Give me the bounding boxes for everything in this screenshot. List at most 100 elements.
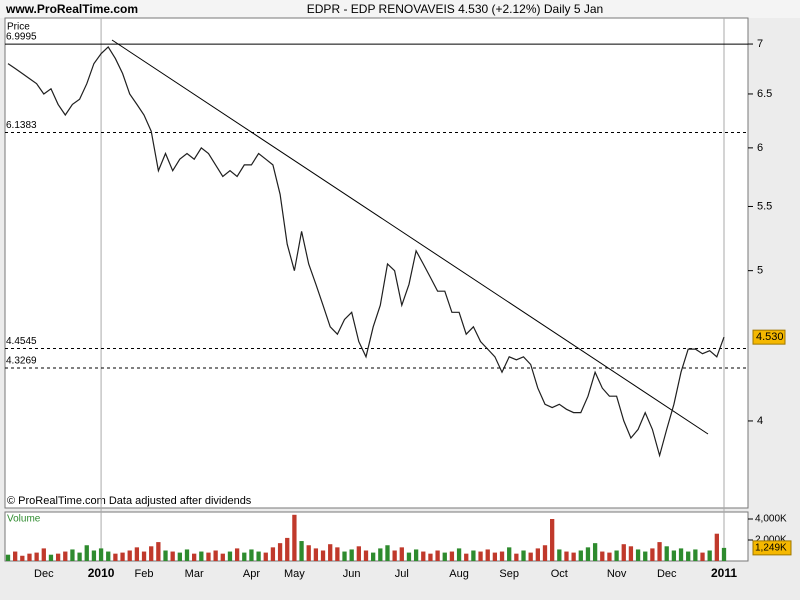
volume-bar bbox=[342, 551, 347, 561]
x-tick-label: May bbox=[284, 568, 305, 580]
y-tick-label: 6 bbox=[757, 142, 763, 154]
volume-bar bbox=[478, 551, 483, 561]
volume-bar bbox=[63, 551, 68, 561]
volume-bar bbox=[106, 551, 111, 561]
x-tick-label: 2010 bbox=[88, 566, 115, 580]
volume-bar bbox=[206, 552, 211, 561]
y-tick-label: 4 bbox=[757, 415, 763, 427]
footer-note: © ProRealTime.com Data adjusted after di… bbox=[7, 495, 252, 507]
x-tick-label: Dec bbox=[657, 568, 677, 580]
volume-bar bbox=[213, 550, 218, 561]
volume-bar bbox=[242, 552, 247, 561]
trend-line bbox=[111, 39, 709, 435]
last-price-box bbox=[752, 329, 786, 345]
volume-bar bbox=[721, 547, 727, 561]
volume-y-tick-label: 2,000K bbox=[755, 535, 787, 546]
volume-bar bbox=[127, 550, 132, 561]
volume-bar bbox=[456, 548, 462, 561]
volume-bar bbox=[48, 554, 54, 561]
volume-bar bbox=[5, 554, 11, 561]
volume-bar bbox=[435, 550, 440, 561]
volume-bar bbox=[399, 547, 404, 561]
last-volume-box bbox=[752, 540, 792, 556]
volume-bar bbox=[406, 552, 412, 561]
volume-bar bbox=[320, 550, 326, 561]
price-label-bg bbox=[6, 20, 34, 32]
x-tick-label: Jun bbox=[343, 568, 361, 580]
x-tick-label: Nov bbox=[607, 568, 627, 580]
volume-bar bbox=[263, 552, 268, 561]
x-tick-label: Oct bbox=[551, 568, 568, 580]
level-label: 4.4545 bbox=[6, 336, 37, 347]
volume-bar bbox=[163, 550, 168, 561]
top-bar bbox=[0, 0, 800, 18]
volume-bar bbox=[77, 552, 82, 561]
volume-bar bbox=[199, 551, 204, 561]
volume-label: Volume bbox=[7, 514, 41, 525]
volume-bar bbox=[693, 549, 698, 561]
volume-y-tick-label: 4,000K bbox=[755, 514, 787, 525]
volume-bar bbox=[499, 551, 505, 561]
volume-bar bbox=[363, 550, 369, 561]
y-tick-label: 5 bbox=[757, 265, 763, 277]
volume-bar bbox=[413, 549, 419, 561]
volume-bar bbox=[528, 552, 533, 561]
volume-bar bbox=[507, 547, 512, 561]
volume-bar bbox=[621, 544, 626, 561]
volume-bar bbox=[328, 544, 333, 561]
last-volume-label: 1,249K bbox=[755, 543, 787, 554]
volume-bar bbox=[249, 549, 254, 561]
volume-bar bbox=[306, 545, 311, 561]
volume-bar bbox=[378, 548, 383, 561]
volume-bar bbox=[635, 549, 641, 561]
volume-bar bbox=[678, 548, 684, 561]
volume-bar bbox=[671, 550, 677, 561]
volume-bar bbox=[686, 551, 691, 561]
volume-bar bbox=[421, 551, 426, 561]
volume-bar bbox=[227, 551, 233, 561]
level-label: 4.3269 bbox=[6, 356, 37, 367]
y-tick-label: 6.5 bbox=[757, 88, 772, 100]
volume-bar bbox=[607, 552, 612, 561]
volume-bar bbox=[657, 542, 662, 561]
volume-bar bbox=[464, 553, 469, 561]
volume-bar bbox=[614, 550, 619, 561]
volume-bar bbox=[449, 551, 455, 561]
volume-bar bbox=[299, 541, 304, 561]
volume-bar bbox=[356, 546, 361, 561]
volume-bar bbox=[349, 549, 354, 561]
volume-bar bbox=[542, 545, 548, 561]
site-name[interactable]: www.ProRealTime.com bbox=[5, 2, 138, 16]
volume-bar bbox=[70, 549, 75, 561]
volume-bar bbox=[285, 537, 290, 561]
volume-bar bbox=[335, 547, 340, 561]
volume-bar bbox=[392, 550, 397, 561]
volume-bar bbox=[27, 553, 32, 561]
volume-bar bbox=[550, 519, 555, 561]
volume-bar bbox=[234, 548, 240, 561]
volume-bar bbox=[256, 551, 261, 561]
volume-bar bbox=[628, 546, 634, 561]
volume-bar bbox=[220, 553, 225, 561]
y-tick-label: 5.5 bbox=[757, 200, 772, 212]
volume-bar bbox=[514, 553, 519, 561]
volume-bar bbox=[371, 552, 376, 561]
volume-bar bbox=[700, 552, 705, 561]
volume-bar bbox=[643, 551, 648, 561]
volume-bar bbox=[156, 542, 161, 561]
price-label: Price bbox=[7, 22, 30, 33]
volume-bar bbox=[492, 552, 498, 561]
volume-bar bbox=[650, 548, 655, 561]
volume-bar bbox=[184, 549, 190, 561]
volume-bar bbox=[34, 552, 39, 561]
x-tick-label: Jul bbox=[395, 568, 409, 580]
volume-bar bbox=[485, 549, 490, 561]
volume-bar bbox=[385, 545, 390, 561]
volume-bar bbox=[192, 553, 197, 561]
volume-bar bbox=[707, 550, 712, 561]
x-tick-label: Sep bbox=[499, 568, 519, 580]
volume-bar bbox=[557, 549, 562, 561]
volume-bar bbox=[600, 551, 605, 561]
level-label: 6.1383 bbox=[6, 120, 37, 131]
